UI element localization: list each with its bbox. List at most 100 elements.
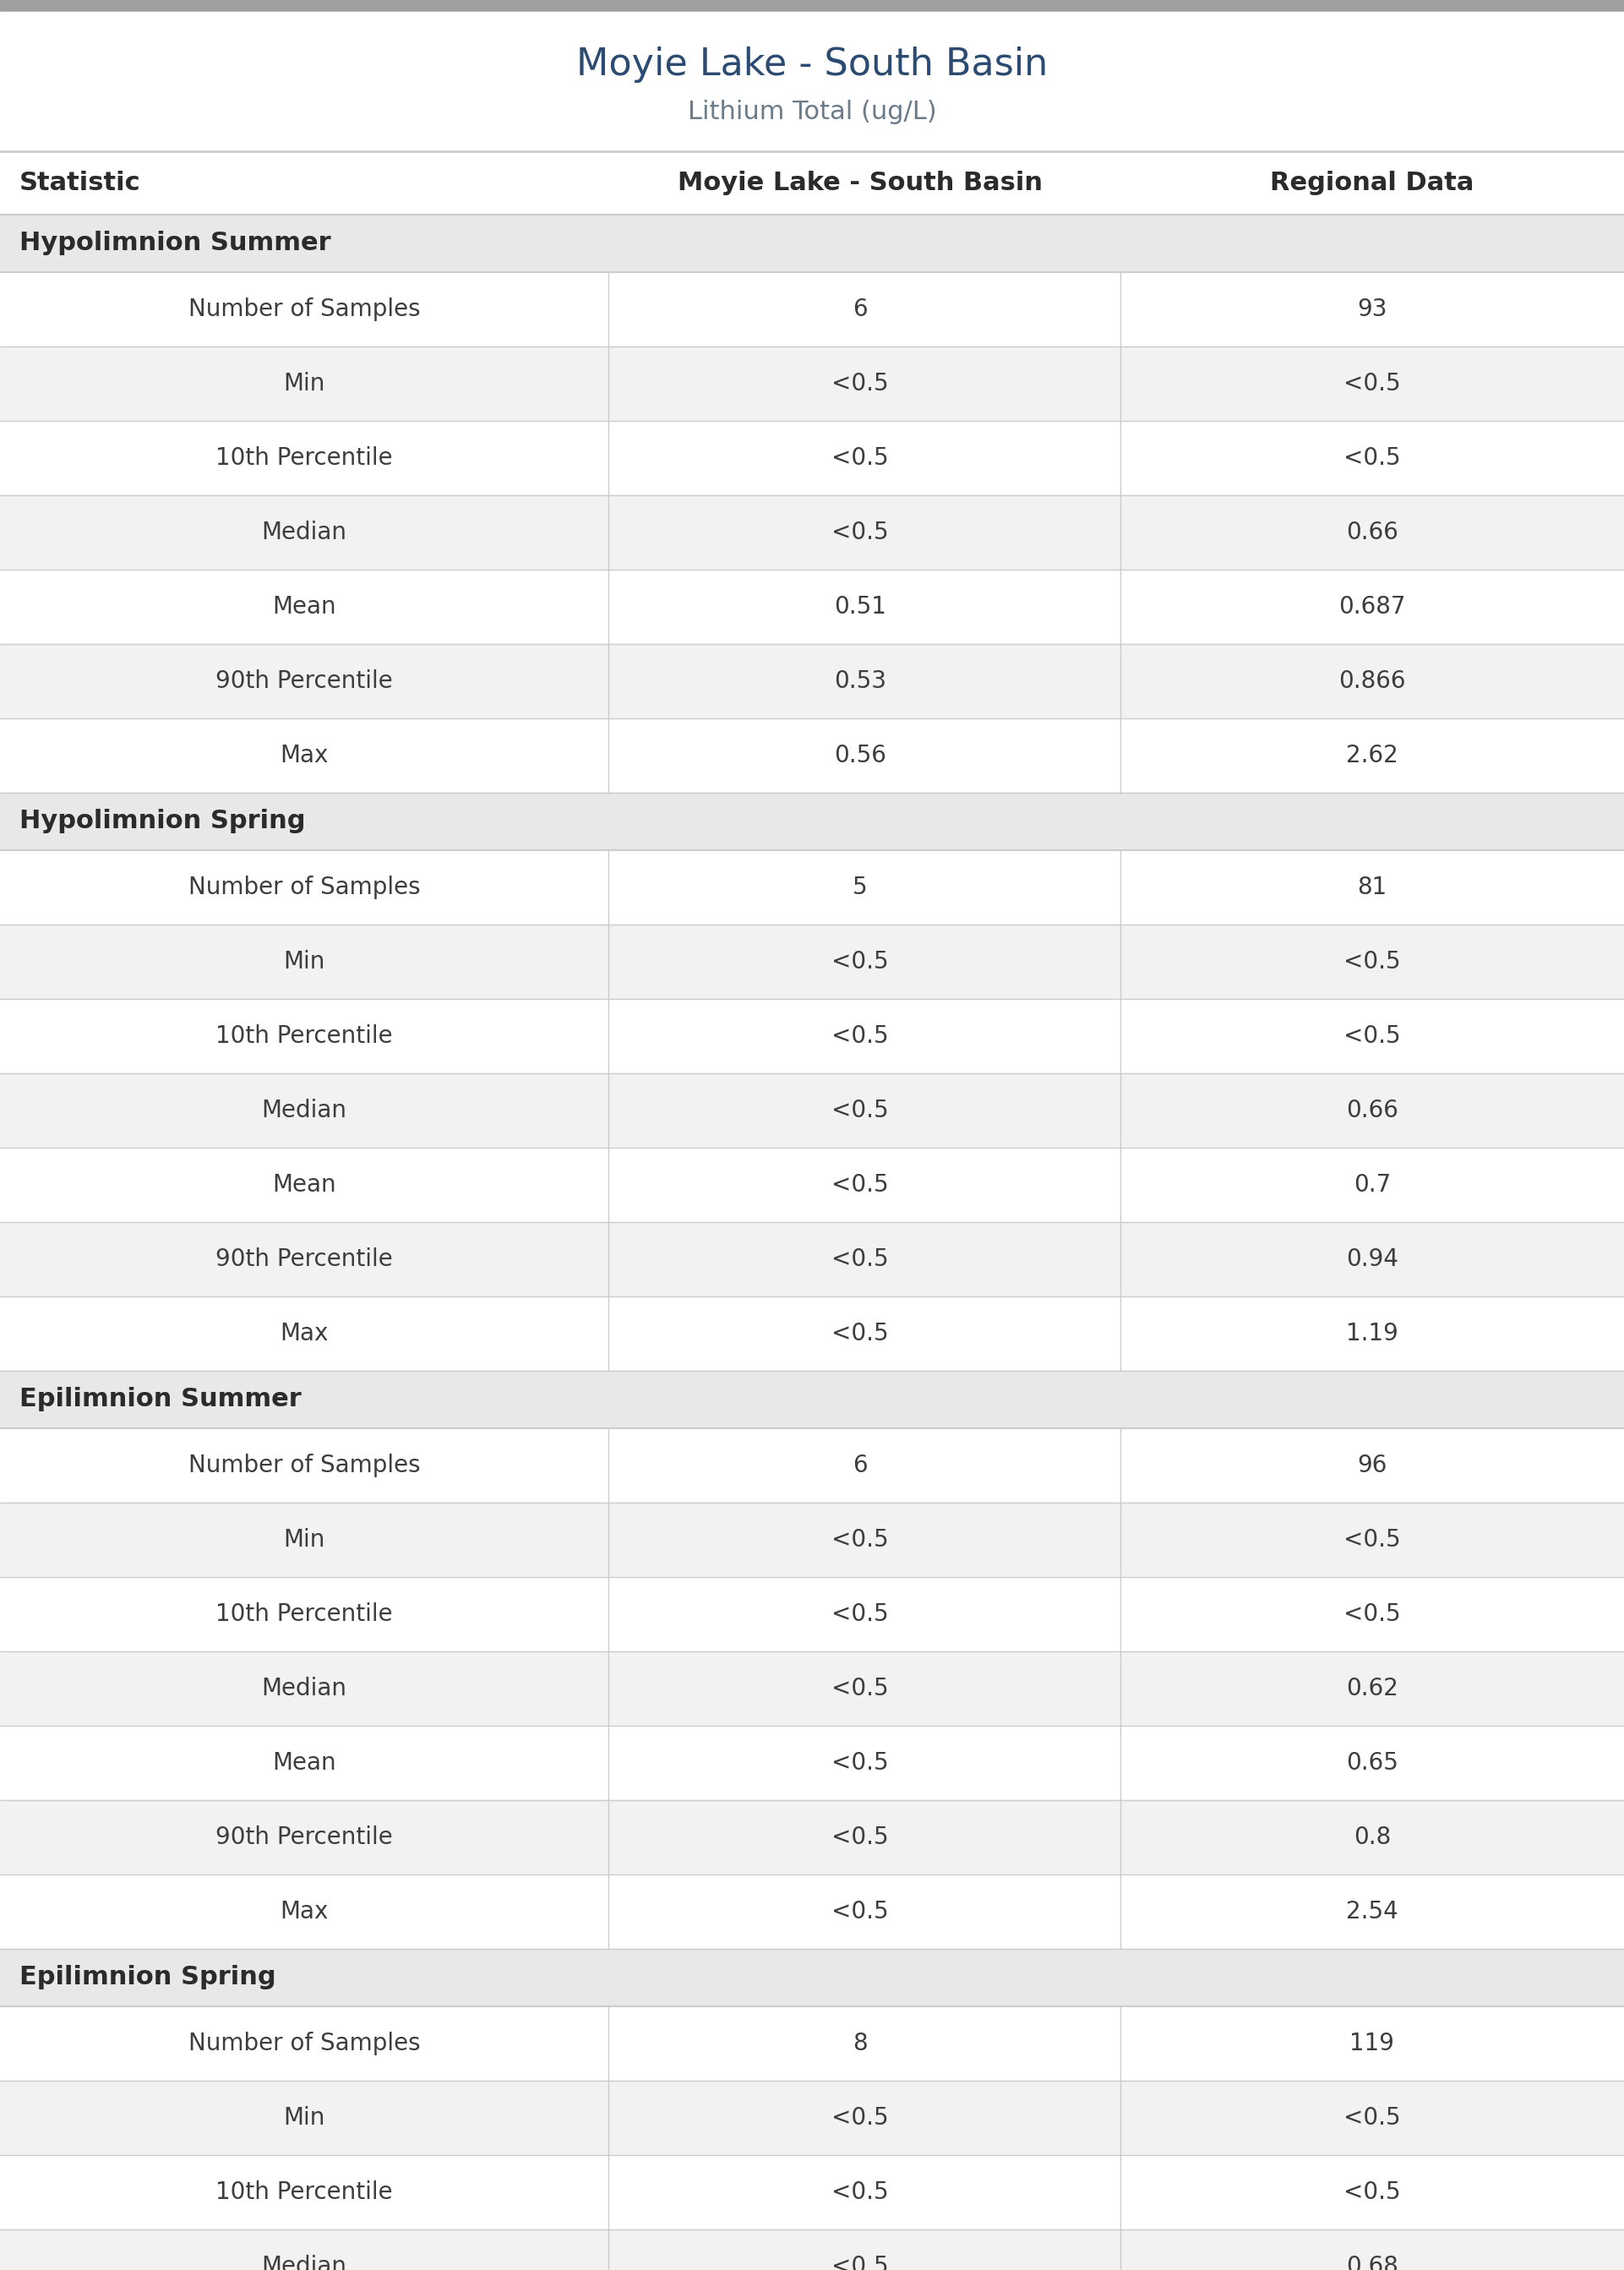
Text: Statistic: Statistic: [19, 170, 141, 195]
Text: <0.5: <0.5: [1343, 2181, 1402, 2204]
Bar: [0, 272, 1624, 347]
Text: <0.5: <0.5: [831, 2181, 888, 2204]
Text: Number of Samples: Number of Samples: [188, 297, 421, 320]
Text: 10th Percentile: 10th Percentile: [216, 1024, 393, 1049]
Text: Min: Min: [283, 949, 325, 974]
Text: 1.19: 1.19: [1346, 1321, 1398, 1346]
Text: <0.5: <0.5: [831, 1750, 888, 1775]
Text: 0.8: 0.8: [1353, 1825, 1390, 1850]
Text: 2.62: 2.62: [1346, 745, 1398, 767]
Text: 90th Percentile: 90th Percentile: [216, 670, 393, 692]
Text: Min: Min: [283, 372, 325, 395]
Bar: [0, 1371, 1624, 1428]
Text: 93: 93: [1358, 297, 1387, 320]
Text: Mean: Mean: [273, 595, 336, 620]
Text: <0.5: <0.5: [831, 372, 888, 395]
Text: 0.94: 0.94: [1346, 1249, 1398, 1271]
Text: Number of Samples: Number of Samples: [188, 2032, 421, 2054]
Bar: [0, 924, 1624, 999]
Text: <0.5: <0.5: [1343, 1024, 1402, 1049]
Bar: [0, 0, 1624, 11]
Text: 10th Percentile: 10th Percentile: [216, 2181, 393, 2204]
Bar: [0, 2154, 1624, 2229]
Bar: [0, 1800, 1624, 1875]
Bar: [0, 1221, 1624, 1296]
Bar: [0, 717, 1624, 792]
Bar: [0, 2082, 1624, 2154]
Text: 6: 6: [853, 1453, 867, 1478]
Text: <0.5: <0.5: [831, 1321, 888, 1346]
Text: <0.5: <0.5: [831, 1603, 888, 1625]
Text: <0.5: <0.5: [1343, 1603, 1402, 1625]
Text: 0.53: 0.53: [835, 670, 887, 692]
Text: Hypolimnion Summer: Hypolimnion Summer: [19, 232, 331, 257]
Text: 96: 96: [1358, 1453, 1387, 1478]
Bar: [0, 999, 1624, 1074]
Text: <0.5: <0.5: [831, 1825, 888, 1850]
Text: <0.5: <0.5: [831, 447, 888, 470]
Text: Moyie Lake - South Basin: Moyie Lake - South Basin: [577, 48, 1047, 84]
Bar: [0, 851, 1624, 924]
Bar: [0, 2229, 1624, 2270]
Bar: [0, 1650, 1624, 1725]
Text: 0.62: 0.62: [1346, 1678, 1398, 1700]
Text: <0.5: <0.5: [831, 1099, 888, 1121]
Text: 0.65: 0.65: [1346, 1750, 1398, 1775]
Text: Epilimnion Summer: Epilimnion Summer: [19, 1387, 302, 1412]
Text: 0.866: 0.866: [1338, 670, 1406, 692]
Bar: [0, 11, 1624, 152]
Bar: [0, 792, 1624, 851]
Text: Epilimnion Spring: Epilimnion Spring: [19, 1966, 276, 1991]
Text: <0.5: <0.5: [1343, 2107, 1402, 2129]
Bar: [0, 1578, 1624, 1650]
Bar: [0, 1428, 1624, 1503]
Bar: [0, 570, 1624, 645]
Text: <0.5: <0.5: [831, 1174, 888, 1196]
Bar: [0, 1296, 1624, 1371]
Text: 2.54: 2.54: [1346, 1900, 1398, 1923]
Text: Min: Min: [283, 2107, 325, 2129]
Text: 0.687: 0.687: [1338, 595, 1406, 620]
Text: <0.5: <0.5: [1343, 447, 1402, 470]
Text: 6: 6: [853, 297, 867, 320]
Text: Median: Median: [261, 2254, 348, 2270]
Text: Moyie Lake - South Basin: Moyie Lake - South Basin: [677, 170, 1043, 195]
Text: <0.5: <0.5: [831, 2254, 888, 2270]
Text: <0.5: <0.5: [831, 1024, 888, 1049]
Text: 8: 8: [853, 2032, 867, 2054]
Text: 0.66: 0.66: [1346, 520, 1398, 545]
Text: Number of Samples: Number of Samples: [188, 876, 421, 899]
Text: 90th Percentile: 90th Percentile: [216, 1249, 393, 1271]
Text: 119: 119: [1350, 2032, 1395, 2054]
Text: 0.56: 0.56: [835, 745, 887, 767]
Text: <0.5: <0.5: [831, 520, 888, 545]
Text: Hypolimnion Spring: Hypolimnion Spring: [19, 808, 305, 833]
Text: 0.66: 0.66: [1346, 1099, 1398, 1121]
Text: Lithium Total (ug/L): Lithium Total (ug/L): [687, 100, 937, 125]
Bar: [0, 495, 1624, 570]
Text: Max: Max: [279, 1900, 328, 1923]
Bar: [0, 1503, 1624, 1578]
Bar: [0, 216, 1624, 272]
Text: Mean: Mean: [273, 1750, 336, 1775]
Text: <0.5: <0.5: [1343, 949, 1402, 974]
Text: <0.5: <0.5: [831, 1678, 888, 1700]
Text: Median: Median: [261, 1678, 348, 1700]
Text: Median: Median: [261, 520, 348, 545]
Bar: [0, 1725, 1624, 1800]
Bar: [0, 420, 1624, 495]
Text: Number of Samples: Number of Samples: [188, 1453, 421, 1478]
Text: Min: Min: [283, 1528, 325, 1553]
Text: 81: 81: [1358, 876, 1387, 899]
Text: <0.5: <0.5: [831, 949, 888, 974]
Bar: [0, 1149, 1624, 1221]
Text: 0.68: 0.68: [1346, 2254, 1398, 2270]
Text: <0.5: <0.5: [831, 2107, 888, 2129]
Text: 10th Percentile: 10th Percentile: [216, 447, 393, 470]
Bar: [0, 1875, 1624, 1950]
Bar: [0, 152, 1624, 216]
Text: <0.5: <0.5: [1343, 372, 1402, 395]
Text: Median: Median: [261, 1099, 348, 1121]
Text: 0.7: 0.7: [1353, 1174, 1390, 1196]
Text: Max: Max: [279, 745, 328, 767]
